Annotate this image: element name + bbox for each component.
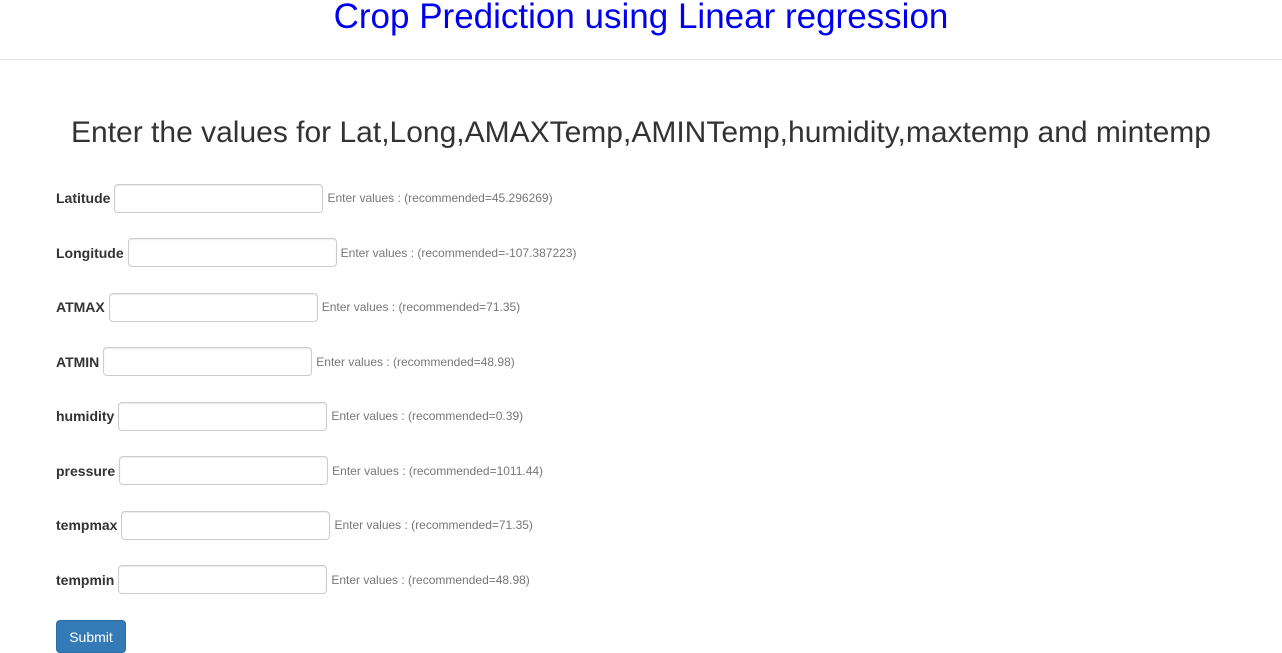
tempmin-input[interactable]: [118, 565, 328, 594]
tempmax-hint: Enter values : (recommended=71.35): [334, 518, 533, 532]
humidity-input[interactable]: [118, 401, 328, 431]
pressure-input[interactable]: [119, 456, 329, 485]
pressure-hint: Enter values : (recommended=1011.44): [332, 463, 544, 478]
form-instructions: Enter the values for Lat,Long,AMAXTemp,A…: [71, 116, 1211, 149]
tempmax-row: tempmax Enter values : (recommended=71.3…: [56, 510, 576, 540]
humidity-hint: Enter values : (recommended=0.39): [331, 409, 524, 423]
atmax-input[interactable]: [108, 292, 318, 322]
atmin-input[interactable]: [103, 347, 313, 376]
longitude-input[interactable]: [127, 238, 337, 267]
longitude-hint: Enter values : (recommended=-107.387223): [340, 245, 577, 260]
longitude-label: Longitude: [56, 244, 124, 261]
atmin-hint: Enter values : (recommended=48.98): [316, 354, 515, 369]
submit-button[interactable]: Submit: [56, 620, 126, 653]
tempmax-label: tempmax: [56, 517, 118, 533]
pressure-row: pressure Enter values : (recommended=101…: [56, 456, 576, 486]
tempmin-hint: Enter values : (recommended=48.98): [331, 572, 530, 587]
page-header: Crop Prediction using Linear regression: [0, 0, 1282, 60]
atmin-label: ATMIN: [56, 353, 100, 370]
humidity-row: humidity Enter values : (recommended=0.3…: [56, 401, 576, 431]
latitude-row: Latitude Enter values : (recommended=45.…: [56, 183, 576, 213]
prediction-form: Latitude Enter values : (recommended=45.…: [56, 183, 576, 619]
longitude-row: Longitude Enter values : (recommended=-1…: [56, 238, 576, 268]
latitude-hint: Enter values : (recommended=45.296269): [327, 191, 553, 205]
atmax-row: ATMAX Enter values : (recommended=71.35): [56, 292, 576, 322]
latitude-input[interactable]: [114, 183, 324, 213]
latitude-label: Latitude: [56, 190, 111, 206]
atmax-label: ATMAX: [56, 299, 105, 315]
tempmin-row: tempmin Enter values : (recommended=48.9…: [56, 565, 576, 595]
atmin-row: ATMIN Enter values : (recommended=48.98): [56, 347, 576, 377]
tempmax-input[interactable]: [121, 510, 331, 540]
humidity-label: humidity: [56, 408, 115, 424]
page-title: Crop Prediction using Linear regression: [333, 0, 949, 36]
atmax-hint: Enter values : (recommended=71.35): [321, 300, 521, 314]
pressure-label: pressure: [56, 462, 116, 479]
tempmin-label: tempmin: [56, 571, 115, 588]
